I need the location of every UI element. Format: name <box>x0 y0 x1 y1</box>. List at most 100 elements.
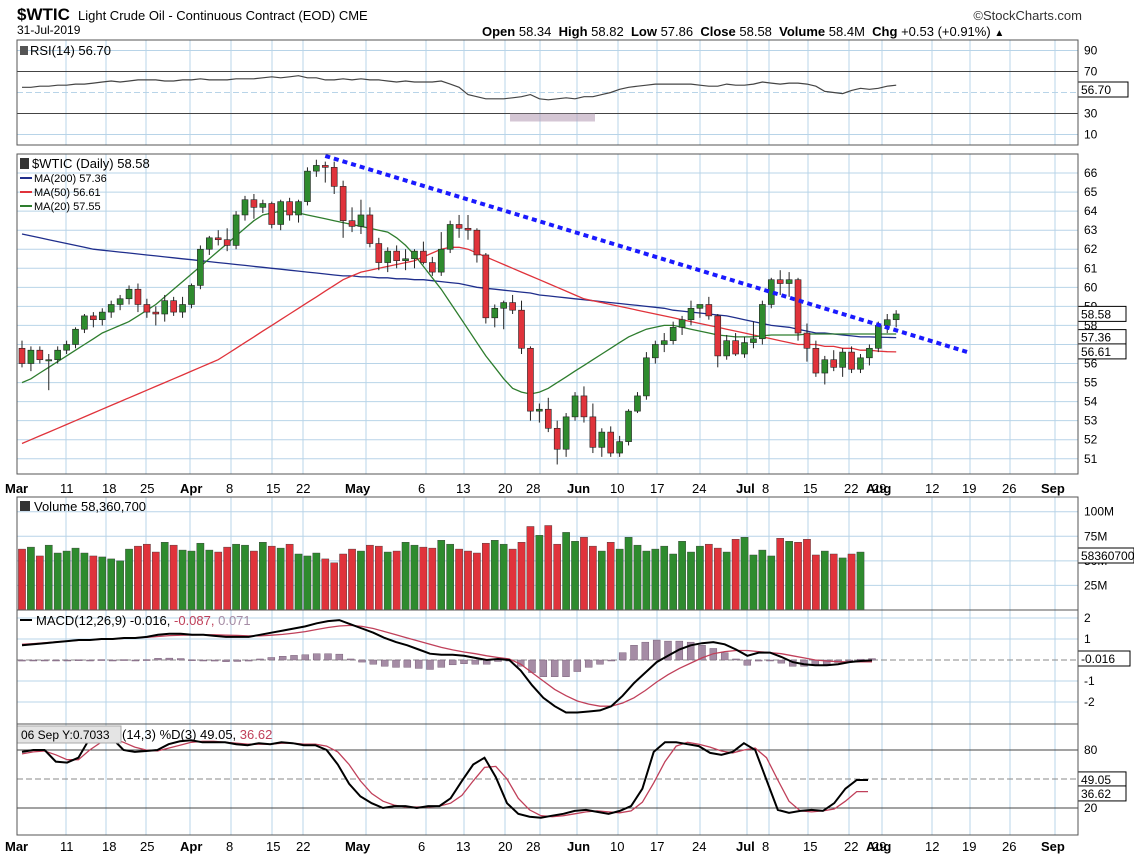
macd-line <box>21 619 873 714</box>
sto-k-last-label: 49.05 <box>1077 771 1127 788</box>
x-tick-label: Aug <box>866 481 891 496</box>
macd-hist-bar <box>120 659 128 661</box>
candle-body <box>125 288 133 300</box>
candle-body <box>857 357 864 370</box>
volume-tick-label: 25M <box>1084 578 1107 592</box>
candle-body <box>348 220 356 227</box>
volume-bar <box>366 544 374 611</box>
macd-hist-bar <box>199 659 208 662</box>
macd-hist-bar <box>743 659 752 666</box>
volume-tick-label: 75M <box>1084 529 1107 543</box>
volume-bar <box>829 553 838 611</box>
volume-bar <box>749 554 758 611</box>
candle <box>785 272 793 297</box>
volume-label: Volume <box>779 24 826 39</box>
rsi-last-label-text: 56.70 <box>1081 83 1111 97</box>
candle-body <box>446 224 454 250</box>
volume-last-label-text: 58360700 <box>1081 549 1134 563</box>
macd-hist-bar <box>766 659 774 662</box>
macd-hist-bar <box>131 659 140 662</box>
high-label: High <box>558 24 588 39</box>
volume-bar <box>544 525 553 611</box>
macd-last-label-text: -0.016 <box>1081 652 1115 666</box>
sto-legend: (14,3) %D(3) 49.05, 36.62 <box>122 727 272 742</box>
close-value: 58.58 <box>739 24 772 39</box>
candle <box>429 256 436 276</box>
candle-body <box>232 214 240 246</box>
sto-tick-label: 20 <box>1084 801 1098 815</box>
x-tick-label: 29 <box>872 481 886 496</box>
candle-body <box>616 441 623 454</box>
volume-bar <box>169 544 178 611</box>
candle-body <box>544 408 552 429</box>
x-tick-label: 13 <box>456 481 470 496</box>
x-tick-label: 6 <box>418 481 425 496</box>
macd-hist-bar <box>108 659 117 662</box>
x-tick-label: 28 <box>526 481 540 496</box>
candle <box>366 207 374 248</box>
candle <box>598 428 606 457</box>
macd-hist-bar <box>358 659 366 663</box>
sto-tick-label: 80 <box>1084 743 1098 757</box>
candle <box>241 195 249 221</box>
volume-bar <box>722 551 731 611</box>
description: Light Crude Oil - Continuous Contract (E… <box>78 8 368 23</box>
candle <box>259 199 267 214</box>
macd-hist-bar <box>290 655 298 661</box>
candle-body <box>206 237 213 250</box>
volume-bar <box>276 547 285 611</box>
low-value: 57.86 <box>660 24 694 39</box>
brand[interactable]: ©StockCharts.com <box>973 8 1082 23</box>
volume-bar <box>464 550 472 611</box>
brand-text: StockCharts.com <box>983 8 1082 23</box>
volume-legend-icon <box>20 501 30 511</box>
candle <box>98 308 106 326</box>
price-legend-icon <box>20 158 29 169</box>
volume-bar <box>383 551 392 611</box>
volume-tick-label: 100M <box>1084 505 1114 519</box>
volume-bar <box>312 552 321 611</box>
candle-body <box>482 254 490 319</box>
macd-hist-bar <box>63 659 72 662</box>
candle-body <box>330 167 338 187</box>
volume-bar <box>36 555 44 611</box>
candle <box>330 161 338 194</box>
candle <box>687 300 695 326</box>
candle-body <box>393 250 400 261</box>
volume-bar <box>731 539 740 611</box>
candle-body <box>678 319 686 328</box>
chg-value: +0.53 (+0.91%) <box>901 24 991 39</box>
rsi-legend-swatch <box>20 46 28 55</box>
x-tick-label: 22 <box>296 481 310 496</box>
macd-hist-bar <box>267 657 276 661</box>
price-tick-label: 51 <box>1084 452 1098 466</box>
price-tick-label: 56 <box>1084 357 1098 371</box>
candle-body <box>509 302 516 311</box>
price-date-axis: Mar 11 18 25 Apr 8 15 22 May 6 13 20 28 Jun 10 17 24 Jul 8… <box>5 481 1065 496</box>
x-tick-label: Jun <box>567 481 590 496</box>
volume-bar <box>401 542 410 611</box>
x-tick-label: 22 <box>296 839 310 854</box>
candle <box>27 346 35 372</box>
x-tick-label: Aug <box>866 839 891 854</box>
x-tick-label: Jul <box>736 839 755 854</box>
rsi-last-label: 56.70 <box>1077 81 1129 98</box>
candle <box>669 321 677 345</box>
volume-bar <box>410 544 419 611</box>
volume-bar <box>615 548 624 611</box>
volume-bar <box>598 550 606 611</box>
candle-body <box>161 300 169 315</box>
macd-hist-bar <box>868 658 876 661</box>
macd-hist-bar <box>550 659 559 677</box>
candle <box>696 304 704 318</box>
candle-body <box>152 311 160 315</box>
candle-body <box>214 237 222 241</box>
macd-hist-bar <box>86 659 94 662</box>
candle <box>643 352 650 400</box>
volume-bar <box>44 544 53 611</box>
candle <box>580 386 588 423</box>
macd-hist-bar <box>720 652 729 661</box>
candle-body <box>687 307 695 321</box>
volume-bar <box>696 545 704 611</box>
